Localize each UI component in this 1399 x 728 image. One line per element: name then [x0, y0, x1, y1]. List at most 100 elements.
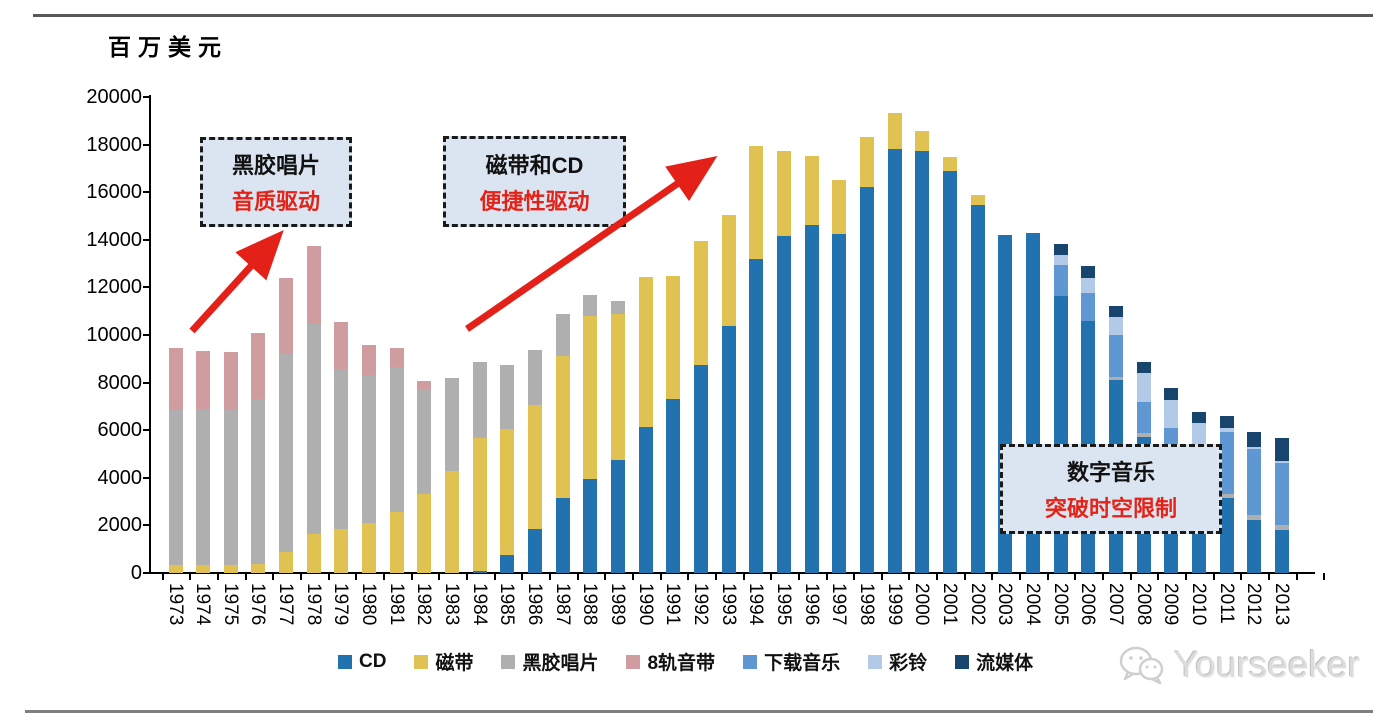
- bar-segment-CD-1999: [887, 148, 902, 573]
- x-tick-mark: [410, 573, 413, 580]
- bar-segment-CD-1989: [611, 459, 626, 573]
- legend-item-下载音乐: 下载音乐: [743, 648, 840, 675]
- bar-segment-磁带-1977: [279, 552, 294, 573]
- legend-swatch: [338, 654, 352, 669]
- x-axis-year-label: 2013: [1270, 583, 1292, 626]
- annotation-line2: 便捷性驱动: [479, 188, 590, 214]
- y-tick-label: 14000: [86, 228, 142, 251]
- x-axis-year-label: 2003: [994, 583, 1016, 626]
- bar-segment-磁带-1984: [472, 438, 487, 572]
- x-tick-mark: [908, 573, 911, 580]
- x-axis-year-label: 1981: [385, 583, 407, 626]
- legend-swatch: [743, 654, 758, 669]
- bar-segment-磁带-1996: [804, 156, 819, 225]
- bar-segment-磁带-2002: [970, 195, 985, 206]
- bar-segment-黑胶唱片-1984: [472, 362, 487, 439]
- bar-segment-磁带-1979: [334, 529, 349, 573]
- bar-segment-CD-2000: [915, 151, 930, 573]
- bar-segment-黑胶唱片-2008: [1136, 433, 1151, 437]
- bar-segment-彩铃-2011: [1219, 428, 1234, 432]
- bar-segment-CD-1994: [749, 258, 764, 573]
- bar-segment-CD-1992: [694, 364, 709, 573]
- x-axis-year-label: 1984: [468, 583, 490, 626]
- bar-segment-流媒体-2009: [1164, 388, 1179, 401]
- bar-segment-CD-1987: [555, 497, 570, 573]
- x-tick-mark: [853, 573, 856, 580]
- bar-segment-黑胶唱片-1981: [389, 367, 404, 512]
- bar-segment-CD-1984: [472, 571, 487, 573]
- bar-segment-CD-1991: [666, 398, 681, 573]
- bar-segment-流媒体-2005: [1053, 244, 1068, 255]
- x-tick-mark: [299, 573, 302, 580]
- x-tick-mark: [493, 573, 496, 580]
- y-tick-mark: [143, 238, 150, 241]
- bar-segment-CD-2013: [1274, 529, 1289, 573]
- x-axis-year-label: 1980: [358, 583, 380, 626]
- trend-arrow-vinyl: [189, 230, 284, 334]
- y-axis-unit-label: 百万美元: [108, 34, 228, 60]
- x-tick-mark: [1212, 573, 1215, 580]
- x-axis-year-label: 1975: [219, 583, 241, 626]
- x-tick-mark: [797, 573, 800, 580]
- x-tick-mark: [936, 573, 939, 580]
- bar-segment-磁带-1981: [389, 511, 404, 573]
- x-axis-year-label: 1979: [330, 583, 352, 626]
- bar-segment-下载音乐-2007: [1108, 335, 1123, 377]
- x-axis-year-label: 1987: [551, 583, 573, 626]
- annotation-digital-era: 数字音乐 突破时空限制: [1000, 444, 1222, 534]
- annotation-line1: 数字音乐: [1066, 460, 1155, 485]
- bar-segment-黑胶唱片-1988: [583, 295, 598, 316]
- legend-swatch: [955, 654, 970, 669]
- x-tick-mark: [521, 573, 524, 580]
- y-tick-label: 0: [130, 562, 142, 584]
- bar-segment-黑胶唱片-2011: [1219, 493, 1234, 499]
- x-axis-year-label: 2011: [1215, 583, 1237, 624]
- x-tick-mark: [189, 573, 192, 580]
- bar-segment-黑胶唱片-1987: [555, 314, 570, 357]
- legend-label: 彩铃: [889, 653, 928, 674]
- annotation-line2: 突破时空限制: [1044, 496, 1177, 521]
- chart-legend: CD 磁带 黑胶唱片 8轨音带 下载音乐 彩铃 流媒体: [338, 648, 1033, 675]
- bar-segment-磁带-1992: [694, 240, 709, 365]
- y-tick-mark: [143, 381, 150, 384]
- annotation-cassette-cd-era: 磁带和CD 便捷性驱动: [443, 136, 626, 227]
- x-tick-mark: [1323, 573, 1326, 580]
- bar-segment-CD-1990: [638, 427, 653, 573]
- bar-segment-黑胶唱片-1985: [500, 364, 515, 429]
- bar-segment-磁带-1985: [500, 429, 515, 555]
- x-axis-year-label: 2007: [1104, 583, 1126, 626]
- x-axis-year-label: 1998: [856, 583, 877, 626]
- bar-segment-磁带-1989: [611, 314, 626, 460]
- y-tick-label: 2000: [97, 514, 143, 537]
- bar-segment-下载音乐-2008: [1136, 401, 1151, 434]
- x-tick-mark: [1074, 573, 1077, 580]
- x-tick-mark: [963, 573, 966, 580]
- bar-segment-流媒体-2010: [1191, 411, 1206, 424]
- bar-segment-磁带-2000: [915, 131, 930, 151]
- x-tick-mark: [465, 573, 468, 580]
- bar-segment-磁带-1982: [417, 493, 432, 573]
- bar-segment-黑胶唱片-1986: [528, 350, 543, 406]
- bar-segment-彩铃-2009: [1164, 400, 1179, 429]
- y-tick-mark: [143, 334, 150, 336]
- y-tick-label: 12000: [86, 276, 142, 299]
- legend-swatch: [414, 654, 429, 669]
- x-tick-mark: [770, 573, 773, 580]
- bar-segment-彩铃-2013: [1274, 460, 1289, 463]
- legend-item-8轨音带: 8轨音带: [626, 648, 715, 675]
- bar-segment-黑胶唱片-1974: [196, 409, 211, 566]
- legend-item-黑胶唱片: 黑胶唱片: [501, 648, 598, 675]
- y-tick-label: 10000: [86, 324, 142, 346]
- x-axis-year-label: 2008: [1132, 583, 1154, 626]
- x-axis-year-label: 1991: [662, 583, 684, 626]
- x-tick-mark: [216, 573, 219, 580]
- bar-segment-流媒体-2011: [1219, 415, 1234, 429]
- x-tick-mark: [576, 573, 579, 580]
- legend-label: CD: [359, 650, 387, 672]
- x-tick-mark: [742, 573, 745, 580]
- x-tick-mark: [825, 573, 828, 580]
- bar-segment-黑胶唱片-1976: [251, 398, 266, 564]
- x-tick-mark: [659, 573, 662, 580]
- bar-segment-黑胶唱片-1989: [611, 300, 626, 315]
